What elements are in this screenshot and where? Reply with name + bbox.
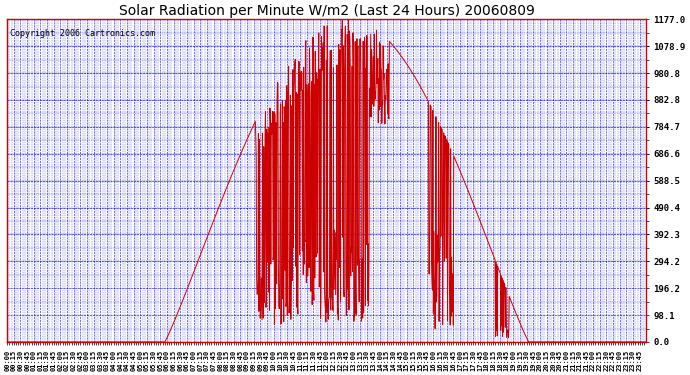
Text: Copyright 2006 Cartronics.com: Copyright 2006 Cartronics.com — [10, 29, 155, 38]
Title: Solar Radiation per Minute W/m2 (Last 24 Hours) 20060809: Solar Radiation per Minute W/m2 (Last 24… — [119, 4, 535, 18]
